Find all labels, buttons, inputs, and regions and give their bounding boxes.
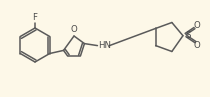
Text: O: O [194, 41, 200, 50]
Text: HN: HN [98, 41, 112, 50]
Text: O: O [71, 25, 77, 34]
Text: S: S [185, 31, 190, 40]
Text: O: O [194, 21, 200, 30]
Text: F: F [33, 13, 38, 22]
